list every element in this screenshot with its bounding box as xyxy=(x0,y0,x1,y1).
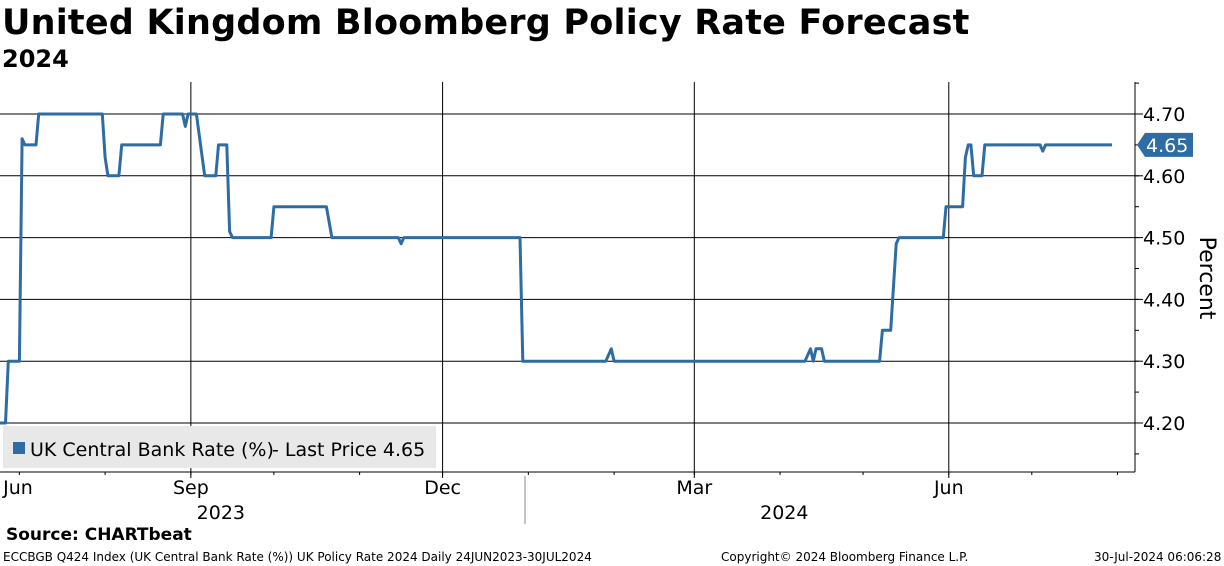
legend[interactable]: UK Central Bank Rate (%) - Last Price 4.… xyxy=(3,426,436,468)
axes xyxy=(0,82,1136,473)
x-tick-label: Jun xyxy=(933,477,964,499)
chart-title: United Kingdom Bloomberg Policy Rate For… xyxy=(2,3,970,43)
legend-series-label: UK Central Bank Rate (%) xyxy=(30,439,274,461)
y-tick-label: 4.60 xyxy=(1143,166,1185,188)
x-tick-label: Sep xyxy=(173,477,209,499)
x-ticks: Jun Sep Dec Mar Jun xyxy=(2,472,1119,499)
last-price-marker: 4.65 xyxy=(1137,132,1193,157)
series-line xyxy=(0,112,1112,425)
legend-swatch xyxy=(13,442,25,454)
y-tick-label: 4.40 xyxy=(1143,289,1185,311)
legend-last-price: - Last Price 4.65 xyxy=(272,439,425,461)
legend-background xyxy=(3,426,436,468)
year-labels: 2023 2024 xyxy=(197,502,809,524)
y-tick-label: 4.70 xyxy=(1143,104,1185,126)
index-info: ECCBGB Q424 Index (UK Central Bank Rate … xyxy=(3,550,592,564)
y-tick-label: 4.20 xyxy=(1143,413,1185,435)
y-ticks: 4.20 4.30 4.40 4.50 4.60 4.70 xyxy=(1135,82,1185,455)
year-label: 2023 xyxy=(197,502,245,524)
timestamp: 30-Jul-2024 06:06:28 xyxy=(1094,550,1222,564)
year-label: 2024 xyxy=(760,502,808,524)
y-axis-label: Percent xyxy=(1194,237,1219,320)
chart-subtitle: 2024 xyxy=(2,45,69,73)
grid xyxy=(0,82,1135,472)
x-tick-label: Dec xyxy=(424,477,461,499)
y-tick-label: 4.30 xyxy=(1143,351,1185,373)
copyright: Copyright© 2024 Bloomberg Finance L.P. xyxy=(721,550,969,564)
y-tick-label: 4.50 xyxy=(1143,228,1185,250)
x-tick-label: Jun xyxy=(2,477,33,499)
last-price-tag xyxy=(1137,132,1193,157)
x-tick-label: Mar xyxy=(676,477,712,499)
source-label: Source: CHARTbeat xyxy=(6,525,192,545)
last-price-tag-label: 4.65 xyxy=(1146,135,1188,157)
